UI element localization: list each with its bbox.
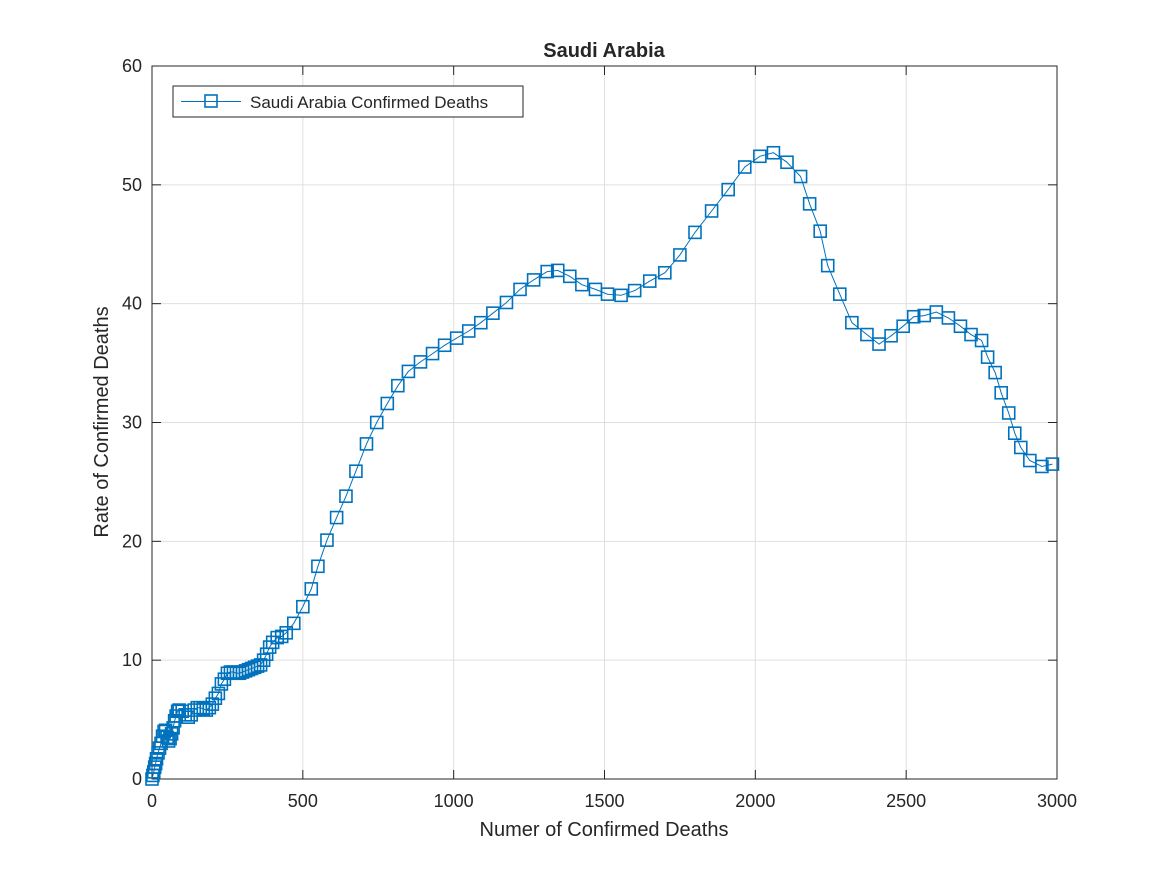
chart-title: Saudi Arabia <box>543 40 665 62</box>
data-point <box>401 364 416 379</box>
data-point <box>461 324 476 338</box>
data-point <box>151 746 165 760</box>
y-axis-label: Rate of Confirmed Deaths <box>91 306 113 537</box>
data-point <box>820 258 835 273</box>
data-point <box>642 274 657 288</box>
data-point <box>802 197 817 211</box>
data-point <box>658 265 672 280</box>
data-point <box>413 355 428 369</box>
data-point <box>359 437 374 451</box>
data-point <box>148 756 163 771</box>
data-point <box>941 311 956 325</box>
x-tick-label: 1000 <box>434 791 474 811</box>
data-point <box>540 264 554 279</box>
data-point <box>860 327 874 342</box>
axis-ticks: 0 500 1000 1500 2000 2500 3000 0 10 20 30 40 50 60 <box>122 56 1077 811</box>
y-tick-label: 60 <box>122 56 142 76</box>
data-point <box>339 489 353 503</box>
legend: Saudi Arabia Confirmed Deaths <box>172 85 524 118</box>
data-point <box>163 731 177 746</box>
data-point <box>1001 406 1016 420</box>
data-point <box>211 686 226 701</box>
data-point <box>980 350 995 364</box>
data-point <box>304 582 319 596</box>
data-point <box>449 331 464 345</box>
data-point <box>311 559 325 574</box>
data-point <box>425 346 440 361</box>
legend-marker-square-icon <box>204 94 218 108</box>
data-point <box>627 283 642 298</box>
legend-label-series: Saudi Arabia Confirmed Deaths <box>250 93 488 112</box>
data-point <box>872 337 886 351</box>
data-point <box>614 288 628 303</box>
y-tick-label: 50 <box>122 175 142 195</box>
data-point <box>380 396 395 411</box>
data-point <box>896 319 910 334</box>
x-tick-label: 3000 <box>1037 791 1077 811</box>
data-point <box>320 533 334 547</box>
x-axis-label: Numer of Confirmed Deaths <box>480 819 729 841</box>
data-point <box>780 155 794 170</box>
data-point <box>753 149 767 164</box>
data-point <box>721 182 735 197</box>
data-point <box>486 306 500 320</box>
data-point <box>147 765 161 779</box>
data-point <box>953 319 968 334</box>
data-point <box>161 734 176 748</box>
data-point <box>262 640 277 654</box>
grid-lines <box>152 66 1057 779</box>
data-point <box>673 248 687 262</box>
data-point <box>391 378 405 393</box>
y-tick-label: 10 <box>122 650 142 670</box>
data-point <box>832 287 847 301</box>
y-tick-label: 40 <box>122 294 142 314</box>
data-point <box>1045 457 1060 471</box>
data-point <box>988 365 1002 380</box>
data-point <box>563 269 577 284</box>
series-layer <box>145 145 1060 786</box>
data-point <box>274 629 289 644</box>
data-point <box>513 282 527 297</box>
data-point <box>793 169 808 184</box>
data-point <box>437 338 452 353</box>
data-point <box>147 760 162 774</box>
x-tick-label: 2500 <box>886 791 926 811</box>
data-point <box>1035 459 1049 474</box>
data-point <box>1007 426 1022 440</box>
data-point <box>369 415 384 430</box>
x-tick-label: 0 <box>147 791 157 811</box>
x-tick-label: 500 <box>288 791 318 811</box>
data-point <box>329 510 344 525</box>
data-point <box>526 273 541 287</box>
data-point <box>286 616 301 631</box>
data-point <box>575 277 589 292</box>
data-point <box>845 315 859 330</box>
data-point <box>296 599 310 614</box>
data-point <box>813 224 827 238</box>
data-point <box>906 309 921 324</box>
data-point <box>1013 440 1028 455</box>
y-tick-label: 20 <box>122 531 142 551</box>
data-point <box>994 385 1008 400</box>
y-tick-label: 30 <box>122 413 142 433</box>
data-point <box>270 630 284 645</box>
y-tick-label: 0 <box>132 769 142 789</box>
data-point <box>884 328 898 343</box>
data-point <box>766 145 781 160</box>
data-point <box>704 204 719 218</box>
x-tick-label: 2000 <box>735 791 775 811</box>
data-point <box>474 315 488 330</box>
x-tick-label: 1500 <box>584 791 624 811</box>
data-point <box>279 626 294 640</box>
data-point <box>600 287 615 301</box>
data-point <box>208 691 223 705</box>
data-point <box>688 225 702 240</box>
data-point <box>499 295 514 310</box>
data-point <box>974 333 989 348</box>
data-point <box>349 464 363 479</box>
data-point <box>737 160 752 174</box>
